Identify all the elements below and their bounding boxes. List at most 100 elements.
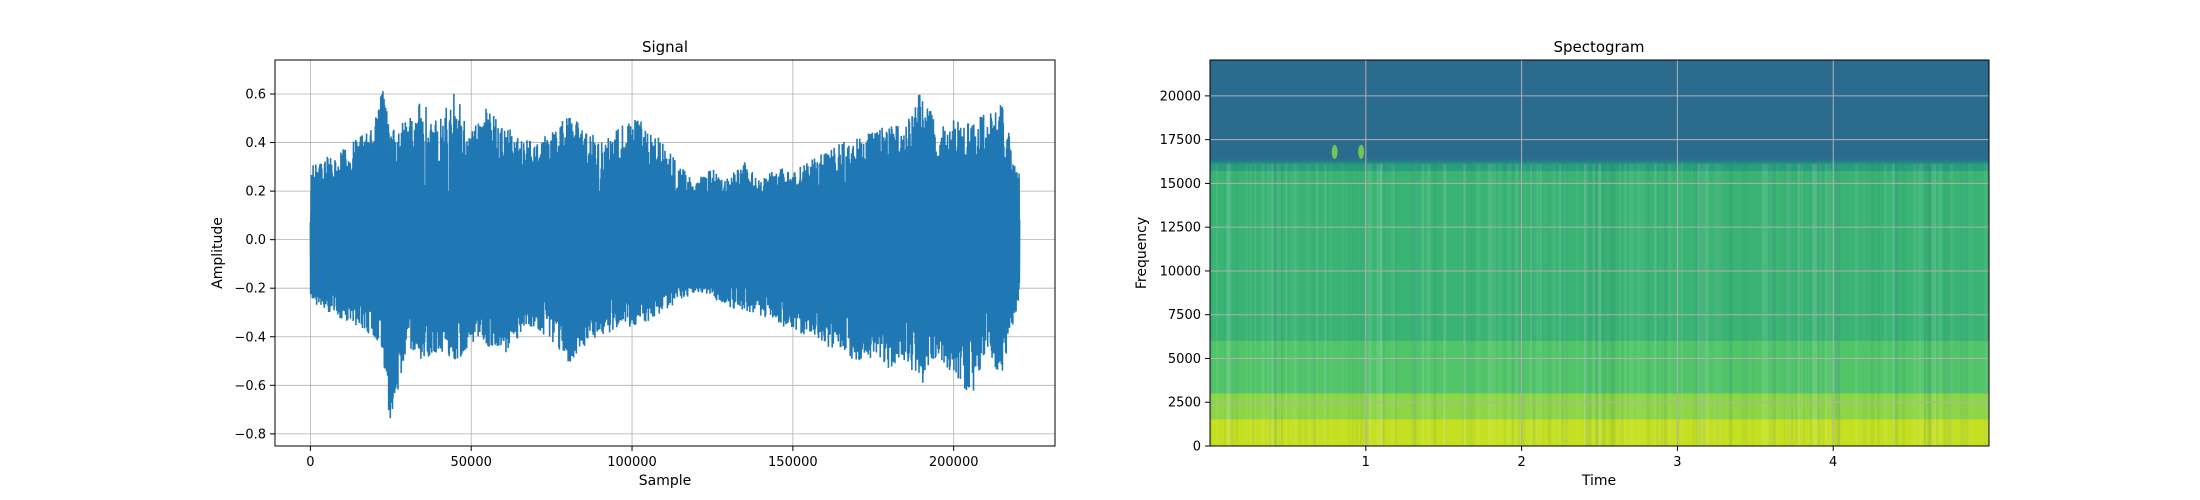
spectrogram-texture xyxy=(1585,162,1589,446)
spectrogram-ytick-label: 5000 xyxy=(1168,352,1201,367)
spectrogram-texture xyxy=(1837,162,1841,446)
spectrogram-texture xyxy=(1728,162,1732,446)
spectrogram-ytick-label: 0 xyxy=(1193,440,1201,455)
spectrogram-texture xyxy=(1490,162,1494,446)
spectrogram-texture xyxy=(1611,162,1615,446)
spectrogram-texture xyxy=(1891,162,1895,446)
spectrogram-texture xyxy=(1413,162,1416,446)
spectrogram-texture xyxy=(1944,162,1947,446)
spectrogram-ytick-label: 7500 xyxy=(1168,308,1201,323)
spectrogram-texture xyxy=(1716,162,1720,446)
spectrogram-texture xyxy=(1275,162,1279,446)
spectrogram-texture xyxy=(1462,162,1467,446)
spectrogram-texture xyxy=(1297,162,1302,446)
signal-xtick-label: 0 xyxy=(306,455,314,470)
spectrogram-texture xyxy=(1624,162,1627,446)
spectrogram-texture xyxy=(1267,162,1271,446)
spectrogram-texture xyxy=(1692,162,1695,446)
spectrogram-texture xyxy=(1515,162,1519,446)
spectrogram-texture xyxy=(1270,162,1274,446)
spectrogram-texture xyxy=(1855,162,1858,446)
spectrogram-texture xyxy=(1680,162,1683,446)
spectrogram-texture xyxy=(1970,162,1974,446)
spectrogram-texture xyxy=(1742,162,1745,446)
spectrogram-texture xyxy=(1800,162,1804,446)
spectrogram-texture xyxy=(1938,162,1941,446)
spectrogram-texture xyxy=(1706,162,1710,446)
spectrogram-texture xyxy=(1326,162,1329,446)
spectrogram-texture xyxy=(1252,162,1255,446)
spectrogram-texture xyxy=(1669,162,1672,446)
spectrogram-texture xyxy=(1586,162,1588,446)
spectrogram-texture xyxy=(1415,162,1418,446)
spectrogram-texture xyxy=(1377,162,1379,446)
spectrogram-texture xyxy=(1563,162,1567,446)
spectrogram-ytick-label: 17500 xyxy=(1160,133,1201,148)
spectrogram-texture xyxy=(1619,162,1624,446)
spectrogram-texture xyxy=(1597,162,1602,446)
spectrogram-texture xyxy=(1410,162,1414,446)
spectrogram-texture xyxy=(1468,162,1473,446)
spectrogram-texture xyxy=(1928,162,1931,446)
spectrogram-texture xyxy=(1983,162,1987,446)
signal-y-axis: −0.8 −0.6 −0.4 −0.2 0.0 0.2 0.4 0.6 xyxy=(234,87,275,442)
spectrogram-texture xyxy=(1963,162,1966,446)
spectrogram-texture xyxy=(1795,162,1799,446)
spectrogram-texture xyxy=(1324,162,1327,446)
signal-ytick-label: 0.4 xyxy=(245,136,266,151)
spectrogram-x-axis: 1 2 3 4 xyxy=(1362,446,1837,470)
spectrogram-texture xyxy=(1653,162,1656,446)
spectrogram-texture xyxy=(1261,162,1265,446)
spectrogram-texture xyxy=(1304,162,1308,446)
spectrogram-texture xyxy=(1230,162,1233,446)
spectrogram-texture xyxy=(1632,162,1635,446)
spectrogram-texture xyxy=(1472,162,1475,446)
signal-ytick-label: −0.2 xyxy=(234,282,266,297)
spectrogram-texture xyxy=(1433,162,1436,446)
spectrogram-texture xyxy=(1668,162,1670,446)
signal-ylabel: Amplitude xyxy=(210,217,226,289)
spectrogram-texture xyxy=(1783,162,1786,446)
spectrogram-texture xyxy=(1433,162,1437,446)
spectrogram-texture xyxy=(1585,162,1588,446)
spectrogram-texture xyxy=(1324,162,1328,446)
spectrogram-texture xyxy=(1443,162,1447,446)
spectrogram-texture xyxy=(1730,162,1733,446)
spectrogram-texture xyxy=(1960,162,1964,446)
signal-xtick-label: 50000 xyxy=(451,455,492,470)
spectrogram-texture xyxy=(1838,162,1841,446)
spectrogram-texture xyxy=(1541,162,1544,446)
spectrogram-spot xyxy=(1358,144,1365,159)
spectrogram-texture xyxy=(1750,162,1753,446)
signal-ytick-label: 0.6 xyxy=(245,87,266,102)
spectrogram-texture xyxy=(1533,162,1536,446)
spectrogram-texture xyxy=(1811,162,1815,446)
spectrogram-texture xyxy=(1523,162,1527,446)
spectrogram-texture xyxy=(1939,162,1943,446)
spectrogram-texture xyxy=(1253,162,1256,446)
spectrogram-texture xyxy=(1833,162,1836,446)
spectrogram-texture xyxy=(1522,162,1526,446)
spectrogram-ytick-label: 2500 xyxy=(1168,396,1201,411)
spectrogram-title: Spectogram xyxy=(1553,38,1644,56)
spectrogram-texture xyxy=(1443,162,1446,446)
spectrogram-texture xyxy=(1836,162,1838,446)
spectrogram-texture xyxy=(1641,162,1645,446)
spectrogram-texture xyxy=(1697,162,1701,446)
spectrogram-ylabel: Frequency xyxy=(1134,217,1150,289)
spectrogram-texture xyxy=(1949,162,1952,446)
spectrogram-texture xyxy=(1933,162,1937,446)
spectrogram-texture xyxy=(1517,162,1520,446)
spectrogram-texture xyxy=(1249,162,1252,446)
spectrogram-texture xyxy=(1828,162,1831,446)
spectrogram-texture xyxy=(1225,162,1229,446)
spectrogram-texture xyxy=(1428,162,1431,446)
spectrogram-texture xyxy=(1745,162,1748,446)
spectrogram-texture xyxy=(1915,162,1918,446)
spectrogram-texture xyxy=(1368,162,1372,446)
spectrogram-texture xyxy=(1380,162,1383,446)
spectrogram-texture xyxy=(1702,162,1706,446)
spectrogram-texture xyxy=(1961,162,1965,446)
spectrogram-texture xyxy=(1601,162,1604,446)
